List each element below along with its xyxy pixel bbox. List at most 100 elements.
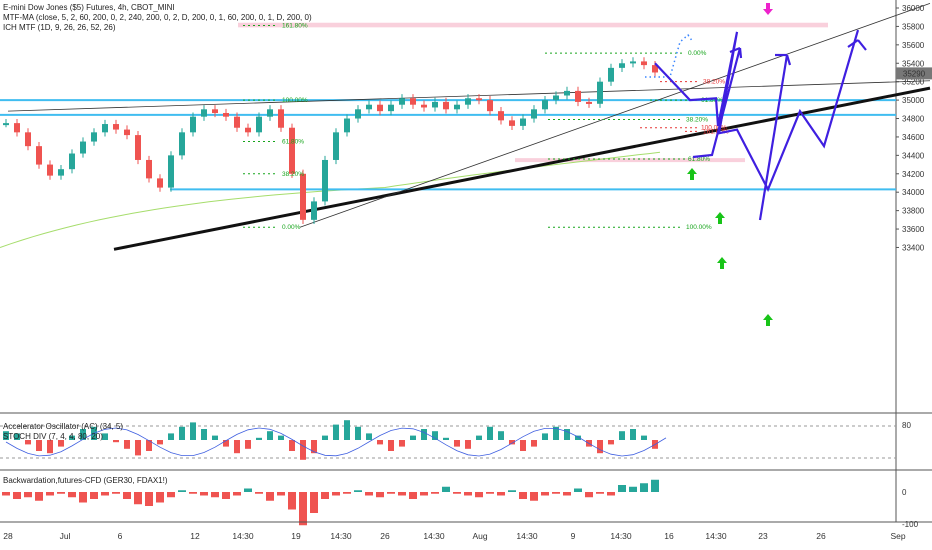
candle-body [542, 100, 548, 110]
ac-bar [256, 437, 262, 440]
candle-body [113, 124, 119, 130]
legend-backwardation: Backwardation,futures-CFD (GER30, FDAX1!… [3, 476, 168, 485]
backwardation-bar [376, 492, 384, 498]
fib-level-label: 61.80% [701, 97, 723, 104]
backwardation-bar [244, 488, 252, 492]
candle-body [652, 65, 658, 73]
x-tick-label: 14:30 [423, 531, 445, 541]
ac-bar [355, 426, 361, 440]
buy-signal-arrow [763, 314, 773, 326]
candle-body [212, 109, 218, 113]
ac-bar [641, 435, 647, 440]
candle-body [509, 120, 515, 126]
buy-signal-arrow [715, 212, 725, 224]
backwardation-bar [442, 486, 450, 492]
ac-bar [201, 429, 207, 440]
x-tick-label: 19 [291, 531, 301, 541]
forecast-wave-b [758, 54, 789, 221]
candle-body [355, 109, 361, 119]
ac-bar [322, 435, 328, 440]
ac-bar [80, 429, 86, 440]
fib-level-label: 100.00% [686, 224, 712, 231]
forecast-arrowhead [847, 39, 859, 48]
fib-level-label: 0.00% [282, 224, 301, 231]
candle-body [135, 135, 141, 160]
current-price-badge [896, 67, 932, 80]
ac-bar [102, 433, 108, 440]
ac-bar [608, 440, 614, 445]
ac-bar [69, 435, 75, 440]
backwardation-bar [585, 492, 593, 498]
y-tick-label: 35000 [902, 96, 925, 105]
ac-bar [212, 435, 218, 440]
candle-body [278, 109, 284, 128]
candle-body [476, 98, 482, 101]
fib-level-label: 61.80% [688, 156, 710, 163]
backwardation-bar [354, 490, 362, 492]
ac-bar [421, 429, 427, 440]
candle-body [157, 178, 163, 188]
candle-body [443, 101, 449, 110]
ac-bar [113, 440, 119, 443]
backwardation-bar [57, 492, 65, 494]
candle-body [641, 61, 647, 66]
x-tick-label: 28 [3, 531, 13, 541]
trendline [7, 80, 931, 112]
y-tick-label: 36000 [902, 4, 925, 13]
candle-body [36, 146, 42, 165]
ac-bar [465, 440, 471, 449]
fib-level-label: 161.80% [282, 22, 308, 29]
ac-bar [223, 440, 229, 447]
oscillator-legend: Accelerator Oscillator (AC) (34, 5) STOC… [3, 422, 123, 442]
legend-accelerator: Accelerator Oscillator (AC) (34, 5) [3, 422, 124, 431]
ac-bar [36, 440, 42, 451]
backwardation-legend: Backwardation,futures-CFD (GER30, FDAX1!… [3, 476, 168, 486]
chart-legend: E-mini Dow Jones ($5) Futures, 4h, CBOT_… [3, 3, 312, 33]
ac-bar [443, 437, 449, 440]
backwardation-bar [508, 490, 516, 492]
ac-bar [553, 426, 559, 440]
ac-bar [344, 420, 350, 440]
ac-bar [575, 435, 581, 440]
backwardation-bar [310, 492, 318, 513]
backwardation-bar [24, 492, 32, 498]
candle-body [223, 112, 229, 117]
forecast-arrowhead [729, 46, 741, 54]
candle-body [300, 173, 306, 220]
legend-stoch-div: STOCH DIV (7, 4, 4, 80, 20) [3, 432, 103, 441]
buy-signal-arrow [687, 168, 697, 180]
y-tick-label: 35800 [902, 22, 925, 31]
candle-body [399, 98, 405, 105]
backwardation-bar [563, 492, 571, 496]
backwardation-bar [134, 492, 142, 505]
ac-bar [157, 440, 163, 445]
ac-bar [630, 429, 636, 440]
ac-bar [377, 440, 383, 445]
moving-average-line [0, 151, 661, 248]
x-tick-label: Aug [472, 531, 487, 541]
candle-body [575, 90, 581, 102]
backwardation-bar [277, 492, 285, 496]
backwardation-bar [189, 492, 197, 494]
candle-body [597, 81, 603, 104]
ac-bar [531, 440, 537, 447]
legend-ichimoku: ICH MTF (1D, 9, 26, 26, 52, 26) [3, 23, 116, 32]
legend-symbol: E-mini Dow Jones ($5) Futures, 4h, CBOT_… [3, 3, 175, 12]
sell-signal-arrow [763, 3, 773, 15]
y-tick-label: 34400 [902, 151, 925, 160]
candle-body [421, 104, 427, 108]
candle-body [201, 109, 207, 117]
candle-body [487, 100, 493, 112]
candle-body [322, 159, 328, 202]
ac-bar [311, 440, 317, 454]
backwardation-bar [255, 492, 263, 494]
backwardation-bar [475, 492, 483, 498]
candle-body [124, 129, 130, 136]
ac-bar [410, 435, 416, 440]
backwardation-bar [167, 492, 175, 498]
backwardation-bar [398, 492, 406, 496]
ac-bar [388, 440, 394, 451]
candle-body [234, 116, 240, 128]
fib-level-label: 161.80% [703, 128, 729, 135]
